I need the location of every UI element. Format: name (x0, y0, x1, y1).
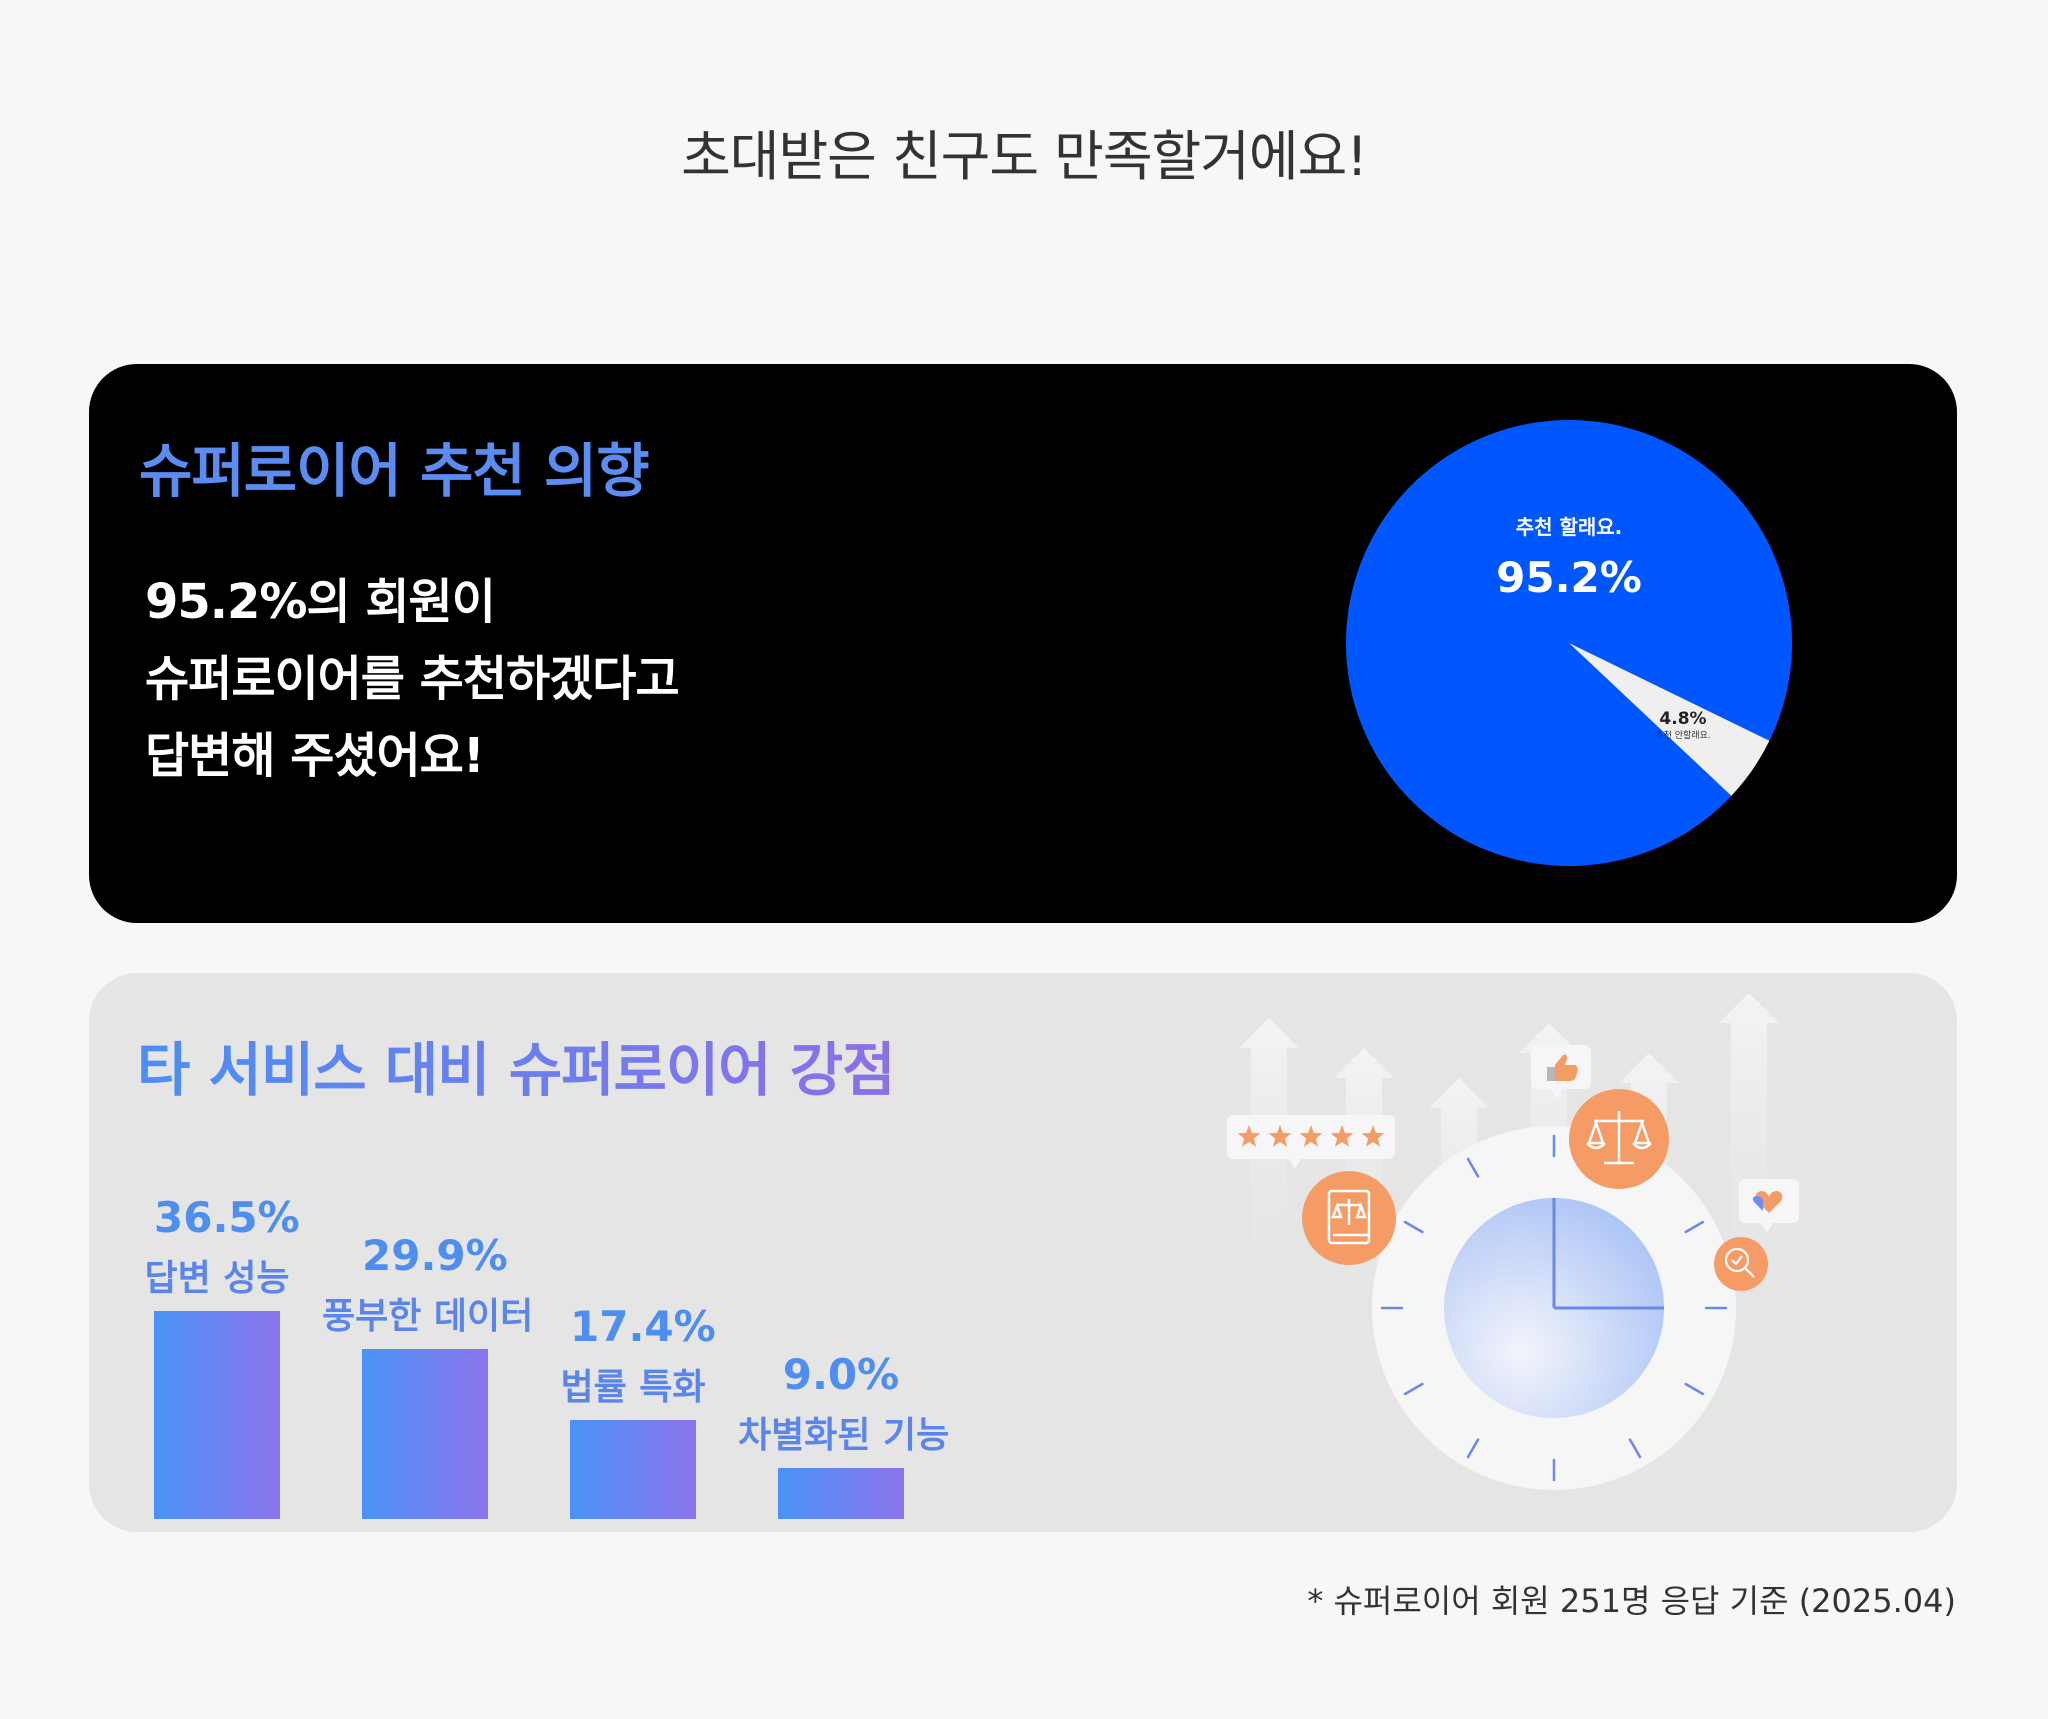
clock-tick (1403, 1220, 1424, 1234)
thumbs-up-icon (1531, 1045, 1591, 1099)
bar-group: 36.5% 답변 성능 (144, 973, 300, 1519)
page-headline: 초대받은 친구도 만족할거에요! (681, 125, 1368, 188)
bar-value-label: 36.5% (154, 1193, 300, 1242)
star-icon (1299, 1125, 1323, 1147)
pie-slice-recommend (1346, 419, 1792, 866)
strengths-illustration (1227, 993, 1799, 1490)
recommend-title: 슈퍼로이어 추천 의향 (139, 437, 650, 505)
bar-group: 9.0% 차별화된 기능 (738, 973, 949, 1519)
strengths-card: 타 서비스 대비 슈퍼로이어 강점 36.5% 답변 성능 29.9% 풍부한 데이터… (89, 973, 1957, 1532)
bar (570, 1420, 696, 1519)
clock-tick (1466, 1157, 1480, 1178)
clock-tick (1403, 1382, 1424, 1396)
clock-tick (1684, 1220, 1705, 1234)
bar (778, 1468, 904, 1519)
bar-category-label: 답변 성능 (144, 1258, 290, 1299)
desc-line-2: 슈퍼로이어를 추천하겠다고 (145, 651, 680, 707)
bar-group: 29.9% 풍부한 데이터 (322, 973, 533, 1519)
star-icon (1361, 1125, 1385, 1147)
bar-category-label: 차별화된 기능 (738, 1415, 950, 1456)
bar-value-label: 17.4% (570, 1302, 716, 1351)
bar-category-label: 법률 특화 (560, 1367, 706, 1408)
pie-label-not-recommend: 추천 안할래요. (1655, 730, 1710, 741)
desc-line-1: 95.2%의 회원이 (145, 574, 496, 630)
star-icon (1237, 1125, 1261, 1147)
clock-icon (1372, 1126, 1736, 1490)
pie-value-recommend: 95.2% (1496, 553, 1642, 602)
recommend-pie-chart: 추천 할래요. 95.2% 4.8%추천 안할래요. (1346, 419, 1792, 866)
recommend-card: 슈퍼로이어 추천 의향 95.2%의 회원이 슈퍼로이어를 추천하겠다고 답변해… (89, 364, 1957, 923)
star-icon (1268, 1125, 1292, 1147)
up-arrow-1 (1239, 1018, 1299, 1333)
clock-tick (1466, 1438, 1480, 1459)
bar-category-label: 풍부한 데이터 (322, 1296, 534, 1337)
law-book-icon (1302, 1171, 1396, 1265)
heart-chat-icon (1739, 1179, 1799, 1233)
clock-tick (1684, 1382, 1705, 1396)
desc-line-3: 답변해 주셨어요! (145, 728, 485, 784)
bar (362, 1349, 488, 1519)
pie-value-not-recommend: 4.8% (1659, 709, 1706, 729)
bar-value-label: 29.9% (362, 1231, 508, 1280)
scales-of-justice-icon (1569, 1089, 1669, 1189)
bar-value-label: 9.0% (782, 1350, 900, 1399)
magnifier-check-icon (1714, 1237, 1768, 1291)
clock-tick (1628, 1438, 1642, 1459)
survey-footnote: * 슈퍼로이어 회원 251명 응답 기준 (2025.04) (1307, 1582, 1956, 1620)
star-icon (1330, 1125, 1354, 1147)
bar (154, 1311, 280, 1519)
five-star-rating-icon (1227, 1115, 1395, 1169)
strengths-title: 타 서비스 대비 슈퍼로이어 강점 (137, 1023, 895, 1107)
recommend-description: 95.2%의 회원이 슈퍼로이어를 추천하겠다고 답변해 주셨어요! (145, 564, 680, 795)
bar-group: 17.4% 법률 특화 (560, 973, 716, 1519)
pie-label-recommend: 추천 할래요. (1516, 515, 1623, 539)
pie-slice-not-recommend (1569, 643, 1770, 796)
